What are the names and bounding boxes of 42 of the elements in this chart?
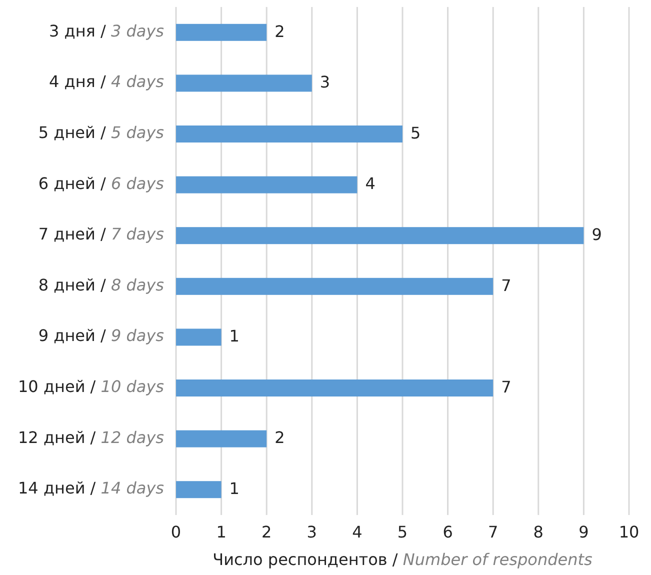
x-tick-label: 7 (488, 522, 498, 542)
y-tick-label: 3 дня / 3 days (48, 22, 164, 41)
bar (176, 74, 312, 92)
x-tick-label: 2 (262, 522, 272, 542)
y-tick-label: 6 дней / 6 days (38, 174, 164, 194)
x-tick-label: 10 (618, 522, 640, 542)
x-tick-label: 3 (306, 522, 317, 542)
y-tick-label: 10 дней / 10 days (18, 377, 164, 396)
x-tick-label: 1 (216, 522, 226, 542)
y-tick-label: 8 дней / 8 days (38, 276, 164, 295)
bar (176, 227, 584, 244)
data-label: 9 (592, 224, 602, 244)
x-tick-label: 9 (578, 522, 589, 542)
data-label: 2 (274, 428, 285, 448)
data-label: 1 (229, 478, 240, 498)
bar (176, 176, 358, 194)
data-label: 1 (229, 326, 240, 346)
bar (176, 328, 222, 346)
data-label: 7 (501, 276, 512, 295)
x-tick-label: 5 (397, 522, 408, 542)
data-label: 2 (274, 22, 285, 41)
y-tick-label: 9 дней / 9 days (38, 326, 164, 346)
y-tick-label: 7 дней / 7 days (38, 224, 164, 244)
x-tick-label: 6 (442, 522, 453, 542)
data-label: 3 (320, 72, 330, 92)
bar (176, 278, 494, 295)
bar (176, 430, 267, 448)
bar (176, 380, 494, 396)
x-axis-title: Число респондентов / Number of respondents (212, 550, 592, 570)
y-tick-label: 14 дней / 14 days (18, 478, 164, 498)
x-tick-label: 8 (533, 522, 544, 542)
data-label: 5 (410, 123, 421, 142)
data-label: 7 (501, 377, 512, 396)
y-tick-label: 12 дней / 12 days (18, 428, 164, 448)
y-tick-label: 4 дня / 4 days (48, 72, 164, 92)
bar (176, 24, 267, 41)
y-tick-label: 5 дней / 5 days (38, 123, 164, 142)
bar (176, 481, 222, 498)
x-tick-label: 4 (352, 522, 362, 542)
x-tick-label: 0 (170, 522, 182, 542)
data-label: 4 (365, 174, 376, 194)
bar (176, 126, 402, 142)
